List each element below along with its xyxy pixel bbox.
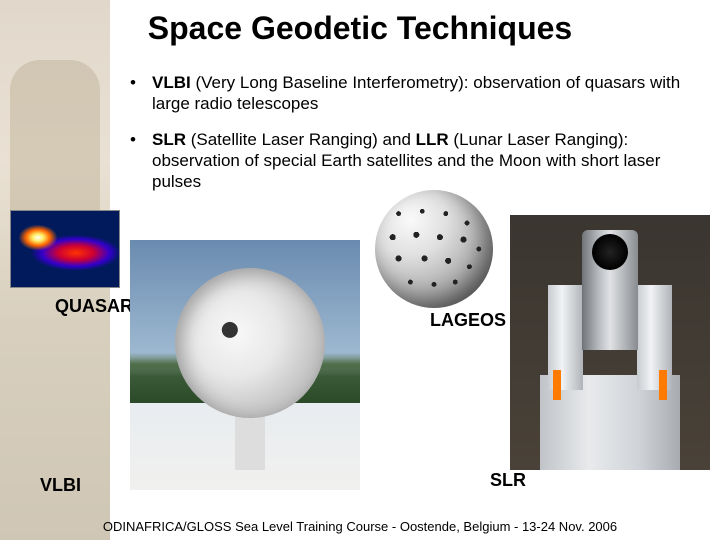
bullet-text: VLBI (Very Long Baseline Interferometry)… <box>152 72 700 115</box>
vlbi-dish <box>161 254 339 432</box>
slide-footer: ODINAFRICA/GLOSS Sea Level Training Cour… <box>0 519 720 534</box>
slr-accent <box>659 370 667 400</box>
bullet-list: • VLBI (Very Long Baseline Interferometr… <box>130 72 700 206</box>
bullet-bold: LLR <box>416 130 449 149</box>
slr-label: SLR <box>490 470 526 491</box>
slide: Space Geodetic Techniques • VLBI (Very L… <box>0 0 720 540</box>
bullet-text: SLR (Satellite Laser Ranging) and LLR (L… <box>152 129 700 193</box>
bullet-bold: VLBI <box>152 73 191 92</box>
bullet-item: • VLBI (Very Long Baseline Interferometr… <box>130 72 700 115</box>
slr-telescope-barrel <box>582 230 638 350</box>
slr-image <box>510 215 710 470</box>
vlbi-label: VLBI <box>40 475 81 496</box>
lageos-image <box>375 190 493 308</box>
quasar-image <box>10 210 120 288</box>
lageos-sphere <box>375 190 493 308</box>
lageos-label: LAGEOS <box>430 310 506 331</box>
slide-title: Space Geodetic Techniques <box>0 10 720 47</box>
bullet-bold: SLR <box>152 130 186 149</box>
bullet-marker: • <box>130 72 152 115</box>
vlbi-image <box>130 240 360 490</box>
quasar-label: QUASAR <box>55 296 133 317</box>
slr-accent <box>553 370 561 400</box>
bullet-item: • SLR (Satellite Laser Ranging) and LLR … <box>130 129 700 193</box>
bullet-marker: • <box>130 129 152 193</box>
bullet-rest: (Very Long Baseline Interferometry): obs… <box>152 73 680 113</box>
bullet-mid: (Satellite Laser Ranging) and <box>186 130 416 149</box>
